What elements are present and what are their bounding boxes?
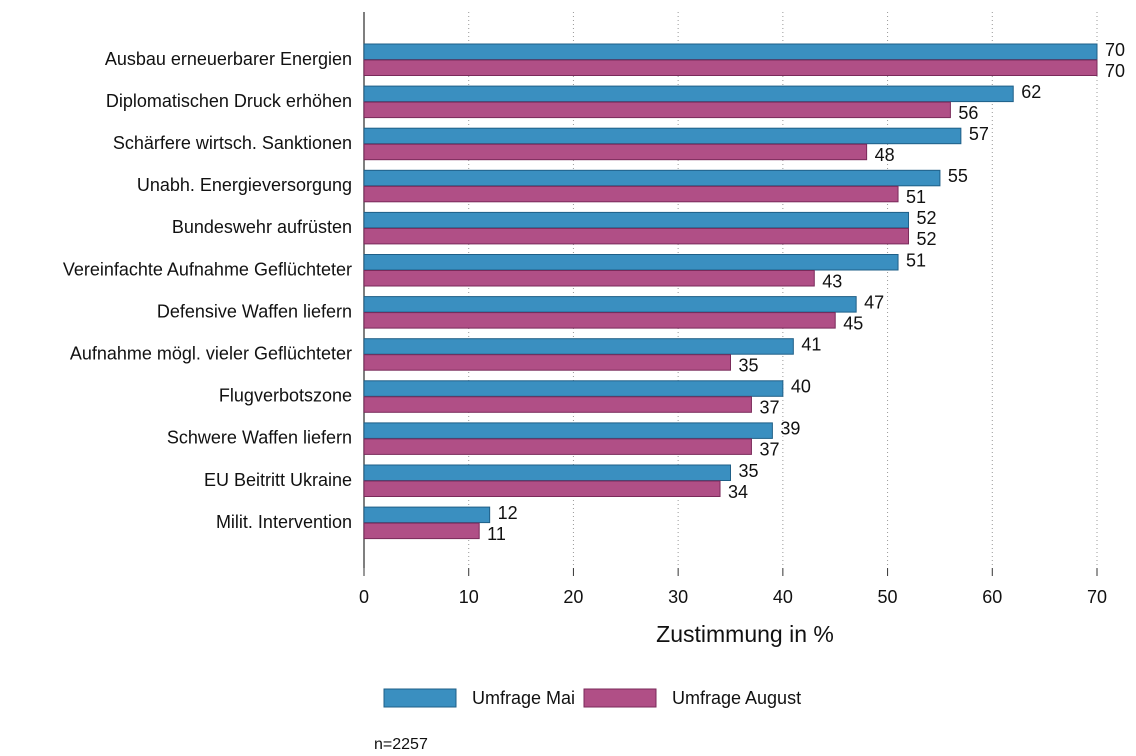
x-tick-label: 0 xyxy=(359,587,369,607)
data-label: 43 xyxy=(822,271,842,291)
bar xyxy=(363,101,951,119)
data-label: 35 xyxy=(739,461,759,481)
x-tick-label: 40 xyxy=(773,587,793,607)
legend-swatch xyxy=(383,688,457,708)
bar xyxy=(363,185,899,203)
data-label: 47 xyxy=(864,292,884,312)
bar xyxy=(363,85,1014,103)
bar xyxy=(363,522,480,540)
data-label: 34 xyxy=(728,482,748,502)
bar xyxy=(363,438,752,455)
bar xyxy=(363,169,941,187)
data-label: 45 xyxy=(843,313,863,333)
note: n=2257 xyxy=(374,736,428,753)
x-tick-label: 60 xyxy=(982,587,1002,607)
bar xyxy=(363,464,731,481)
data-label: 51 xyxy=(906,187,926,207)
y-tick-label: Schärfere wirtsch. Sanktionen xyxy=(113,133,352,153)
bar xyxy=(363,354,731,371)
data-label: 39 xyxy=(780,419,800,439)
y-tick-label: Schwere Waffen liefern xyxy=(167,428,352,448)
bar xyxy=(363,43,1098,60)
data-label: 55 xyxy=(948,166,968,186)
y-tick-label: Flugverbotszone xyxy=(219,386,352,406)
data-label: 37 xyxy=(759,440,779,460)
bar xyxy=(363,480,721,497)
bar xyxy=(363,296,857,313)
x-axis-label: Zustimmung in % xyxy=(656,621,834,647)
y-tick-label: Defensive Waffen liefern xyxy=(157,301,352,321)
bar xyxy=(363,211,910,229)
bar xyxy=(363,254,899,271)
y-tick-label: Diplomatischen Druck erhöhen xyxy=(106,91,352,111)
data-label: 62 xyxy=(1021,82,1041,102)
data-label: 70 xyxy=(1105,40,1125,60)
legend-swatch xyxy=(583,688,657,708)
data-label: 35 xyxy=(739,355,759,375)
y-tick-label: Bundeswehr aufrüsten xyxy=(172,217,352,237)
data-label: 11 xyxy=(487,524,506,544)
bar xyxy=(363,312,836,329)
bar xyxy=(363,227,910,245)
x-tick-label: 70 xyxy=(1087,587,1107,607)
y-tick-label: Unabh. Energieversorgung xyxy=(137,175,352,195)
y-tick-label: Aufnahme mögl. vieler Geflüchteter xyxy=(70,343,352,363)
data-label: 48 xyxy=(875,145,895,165)
data-label: 57 xyxy=(969,124,989,144)
legend-label: Umfrage August xyxy=(672,688,801,708)
bar xyxy=(363,396,752,413)
legend-label: Umfrage Mai xyxy=(472,688,575,708)
data-label: 37 xyxy=(759,398,779,418)
y-tick-label: Vereinfachte Aufnahme Geflüchteter xyxy=(63,259,352,279)
x-tick-label: 30 xyxy=(668,587,688,607)
data-label: 51 xyxy=(906,250,926,270)
x-tick-label: 50 xyxy=(878,587,898,607)
y-tick-label: Milit. Intervention xyxy=(216,512,352,532)
data-label: 41 xyxy=(801,334,821,354)
data-label: 56 xyxy=(958,103,978,123)
bar xyxy=(363,338,794,355)
x-tick-label: 20 xyxy=(563,587,583,607)
bar xyxy=(363,506,491,524)
bar xyxy=(363,59,1098,76)
bar xyxy=(363,143,868,161)
bar xyxy=(363,270,815,287)
y-tick-label: Ausbau erneuerbarer Energien xyxy=(105,49,352,69)
bar xyxy=(363,380,784,397)
data-label: 52 xyxy=(917,208,937,228)
data-label: 12 xyxy=(498,503,518,523)
bar xyxy=(363,127,962,145)
bar xyxy=(363,422,773,439)
y-tick-label: EU Beitritt Ukraine xyxy=(204,470,352,490)
x-tick-label: 10 xyxy=(459,587,479,607)
data-label: 70 xyxy=(1105,61,1125,81)
data-label: 40 xyxy=(791,377,811,397)
data-label: 52 xyxy=(917,229,937,249)
